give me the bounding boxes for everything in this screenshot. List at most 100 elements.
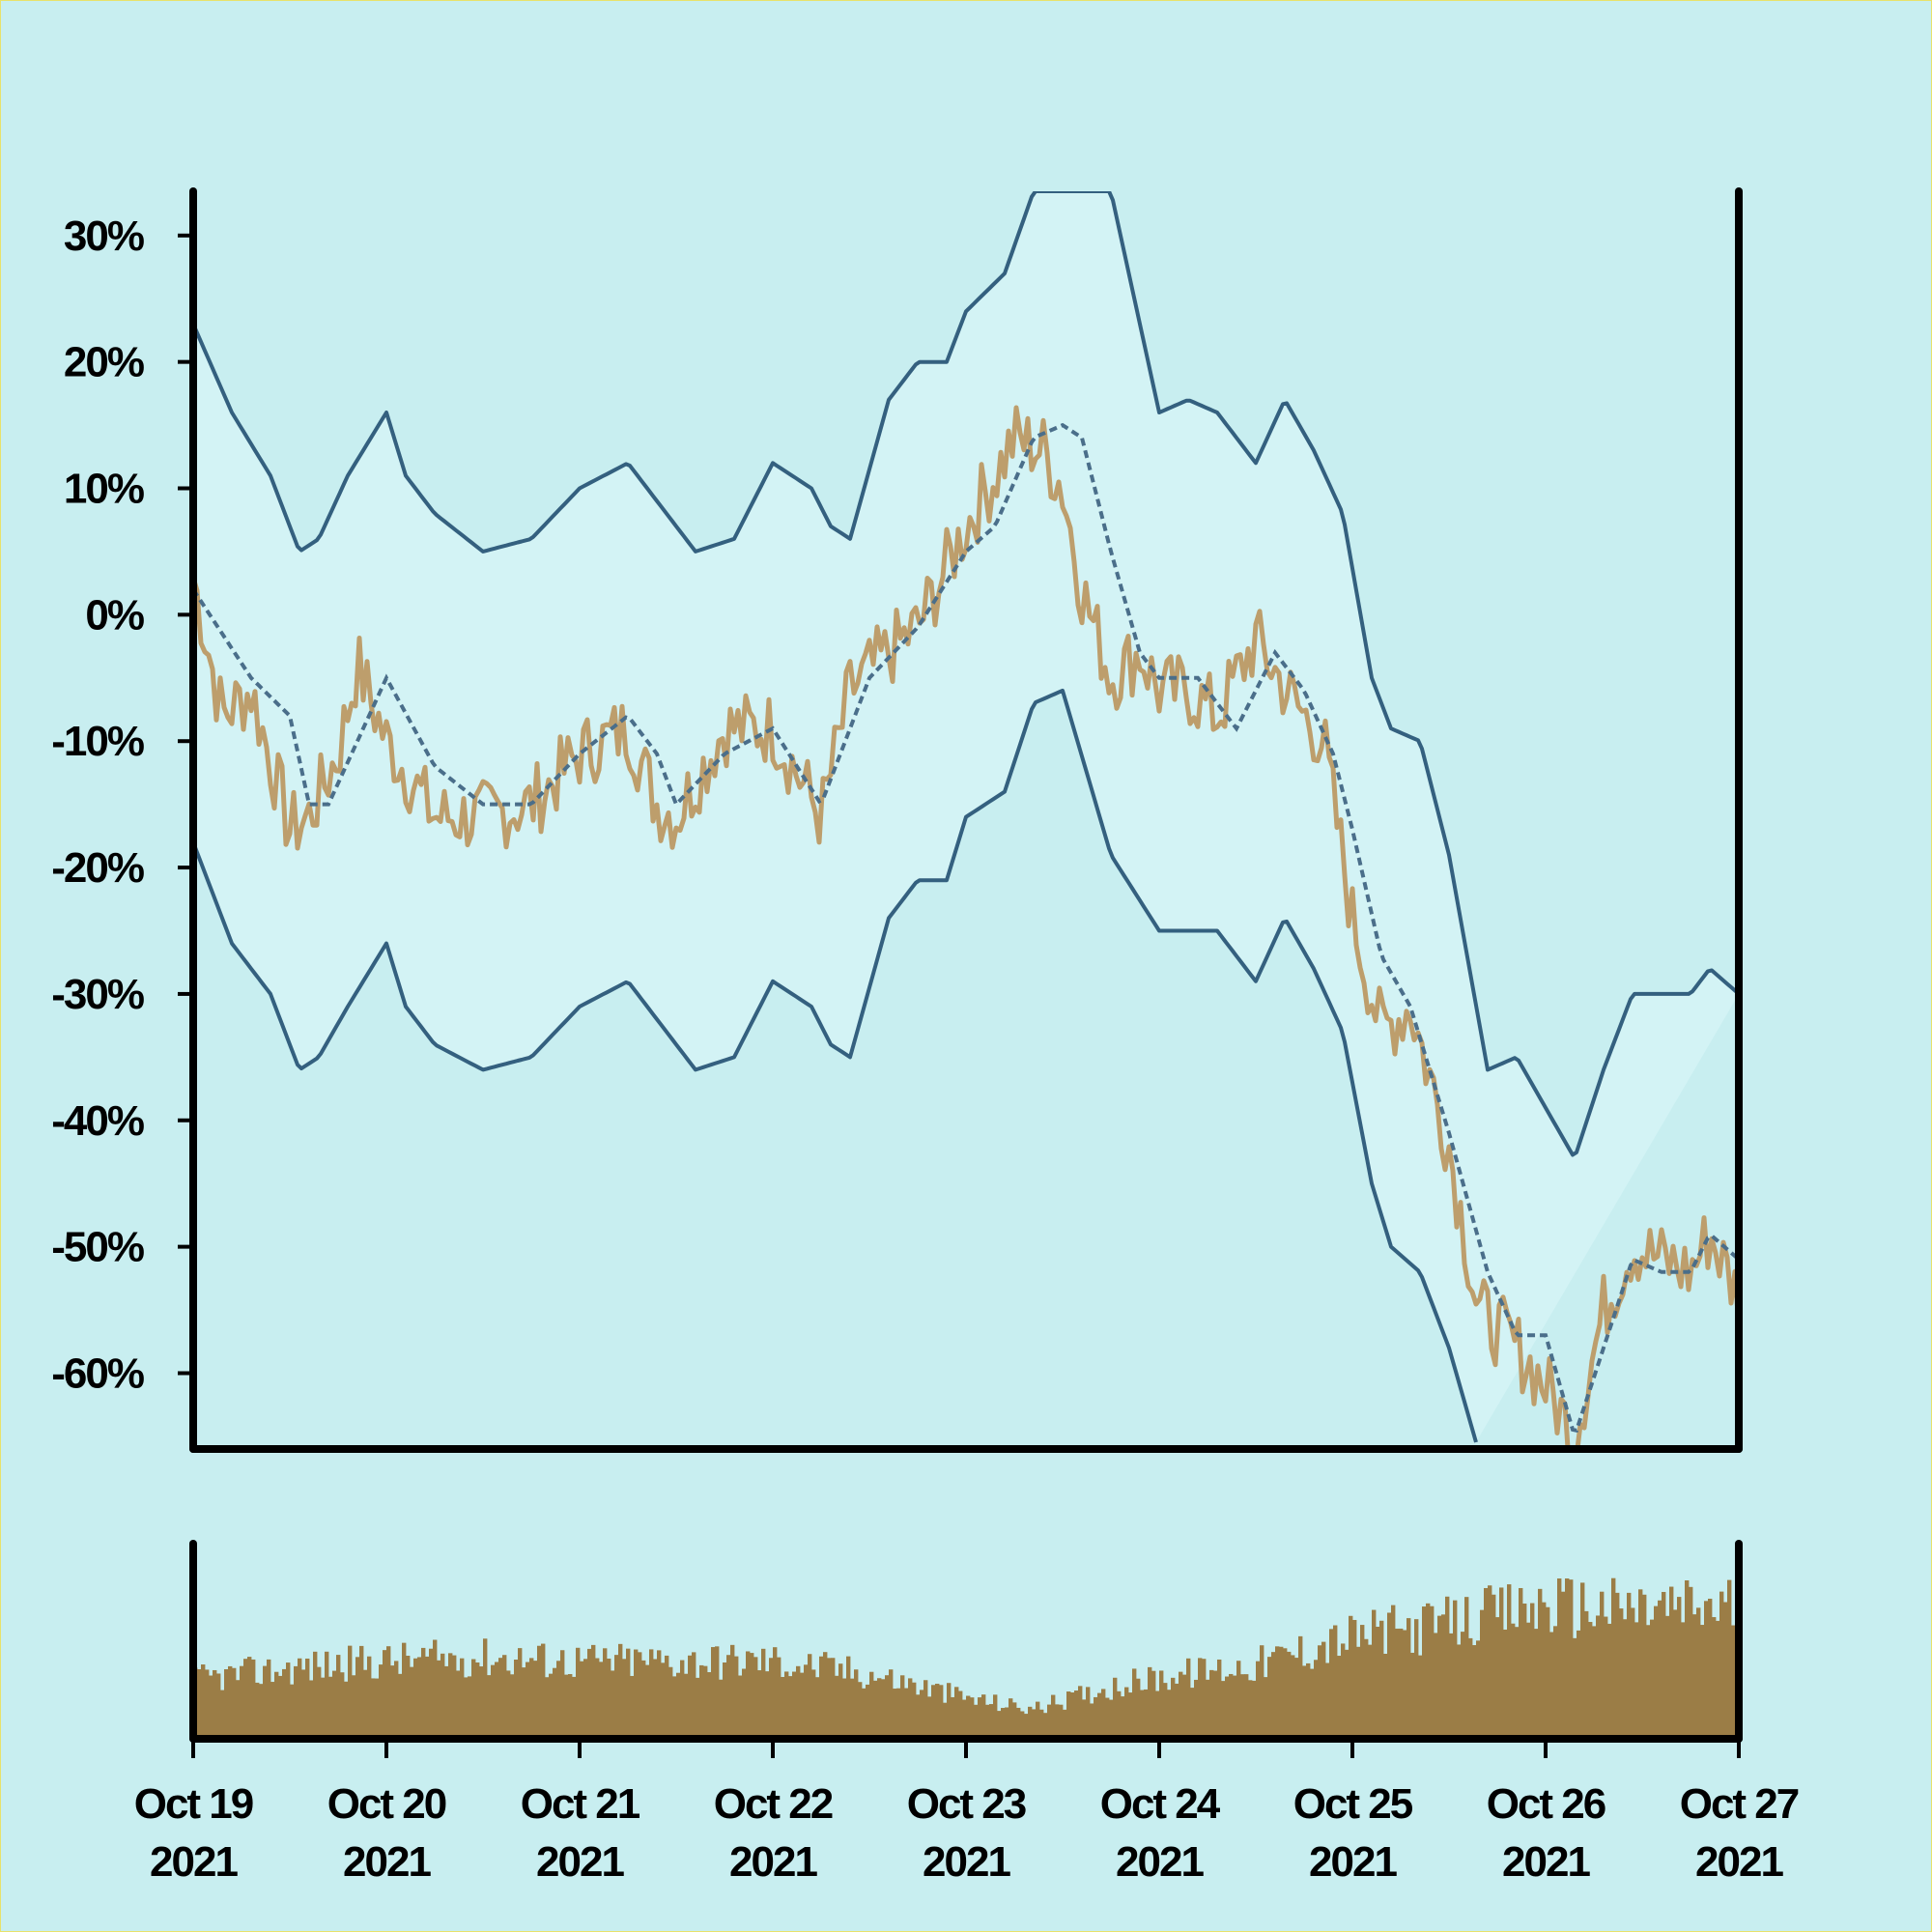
volume-bar [788, 1676, 793, 1739]
volume-bar [1503, 1629, 1508, 1739]
volume-bar [1638, 1589, 1643, 1739]
volume-bar [989, 1704, 994, 1739]
volume-bar [750, 1653, 754, 1739]
volume-bar [1306, 1662, 1311, 1739]
volume-bar [487, 1675, 492, 1739]
volume-bar [1236, 1661, 1241, 1739]
volume-bar [1128, 1692, 1133, 1739]
volume-bar [1731, 1625, 1736, 1739]
volume-bar [1020, 1711, 1025, 1739]
volume-bar [1511, 1623, 1516, 1739]
y-tick-label: -40% [51, 1097, 144, 1145]
volume-bar [1252, 1680, 1257, 1739]
volume-bar [491, 1664, 496, 1739]
volume-bar [1182, 1674, 1187, 1739]
volume-bar [1468, 1637, 1473, 1739]
volume-bar [831, 1658, 836, 1739]
volume-bar [1314, 1660, 1319, 1739]
volume-bar [1070, 1692, 1075, 1739]
volume-bar [1708, 1598, 1713, 1739]
volume-bar [228, 1665, 233, 1739]
volume-bar [838, 1663, 843, 1739]
volume-bar [1403, 1630, 1407, 1739]
volume-bar [997, 1711, 1002, 1739]
volume-bar [583, 1659, 588, 1739]
volume-bar [371, 1678, 376, 1739]
upper-band-line [193, 191, 1739, 1157]
volume-bar [1646, 1625, 1651, 1739]
volume-bar [305, 1658, 310, 1739]
volume-bar [1615, 1592, 1620, 1739]
volume-bar [1492, 1594, 1496, 1739]
volume-bar [553, 1667, 557, 1739]
volume-bar [1066, 1691, 1071, 1739]
volume-bar [719, 1679, 724, 1739]
volume-bar [213, 1669, 217, 1739]
volume-bar [954, 1687, 959, 1739]
volume-bar [773, 1647, 778, 1739]
volume-bar [572, 1676, 577, 1739]
y-tick-label: 20% [64, 339, 144, 386]
x-tick-labels: Oct 19 2021 Oct 20 2021 Oct 21 2021 Oct 22 2021… [134, 1780, 1801, 1886]
volume-bars-layer [193, 1577, 1739, 1739]
y-tick-label: 10% [64, 466, 144, 513]
volume-bar [800, 1672, 805, 1739]
volume-bar [981, 1694, 986, 1739]
volume-bar [1094, 1696, 1098, 1739]
volume-bar [916, 1694, 921, 1739]
volume-bar [243, 1659, 248, 1739]
volume-bar [1472, 1645, 1477, 1739]
volume-bar [819, 1656, 824, 1739]
volume-bar [1414, 1619, 1419, 1739]
volume-bar [726, 1655, 731, 1739]
volume-bar [1352, 1619, 1357, 1739]
volume-bar [680, 1660, 685, 1739]
volume-bar [1047, 1704, 1052, 1739]
volume-bar [641, 1660, 646, 1739]
volume-bar [1140, 1690, 1145, 1739]
volume-bar [734, 1656, 739, 1739]
volume-bar [1588, 1622, 1593, 1739]
volume-bar [460, 1658, 465, 1739]
volume-bar [1538, 1588, 1543, 1739]
volume-bar [518, 1648, 523, 1739]
volume-bar [1422, 1606, 1427, 1739]
volume-bar [1530, 1603, 1535, 1739]
x-tick-label-year: 2021 [343, 1838, 431, 1886]
volume-bar [1206, 1679, 1210, 1739]
volume-bar [1379, 1620, 1384, 1739]
volume-bar [850, 1678, 855, 1739]
y-tick-labels: 30% 20% 10% 0% -10% -20% -30% -40% -50% -60% [51, 213, 146, 1398]
volume-bar [286, 1662, 291, 1739]
volume-bar [1109, 1699, 1114, 1739]
volume-bar [1519, 1587, 1523, 1739]
volume-bar [1105, 1697, 1110, 1739]
volume-bar [290, 1684, 295, 1739]
volume-bar [866, 1684, 870, 1739]
volume-bar [622, 1659, 627, 1739]
volume-bar [742, 1668, 747, 1739]
volume-bar [479, 1666, 484, 1739]
volume-bar [425, 1656, 430, 1739]
volume-bar [1028, 1706, 1033, 1739]
volume-bar [761, 1648, 766, 1739]
volume-bar [1499, 1587, 1504, 1739]
volume-bar [1233, 1675, 1237, 1739]
volume-bar [421, 1647, 426, 1739]
volume-bar [1186, 1658, 1191, 1739]
volume-bar [653, 1659, 658, 1739]
volume-bar [1074, 1690, 1079, 1739]
volume-bar [232, 1667, 237, 1739]
volume-bar [328, 1676, 333, 1739]
volume-bar [526, 1662, 530, 1739]
volume-bar [1449, 1633, 1454, 1739]
volume-bar [1723, 1602, 1728, 1739]
volume-bar [1623, 1619, 1628, 1739]
volume-bar [1495, 1617, 1500, 1739]
volume-bar [1484, 1587, 1489, 1739]
volume-bar [835, 1675, 839, 1739]
volume-bar [1383, 1653, 1388, 1739]
volume-bar [676, 1672, 681, 1739]
volume-bar [502, 1655, 507, 1739]
x-tick-label-date: Oct 25 [1293, 1780, 1413, 1828]
